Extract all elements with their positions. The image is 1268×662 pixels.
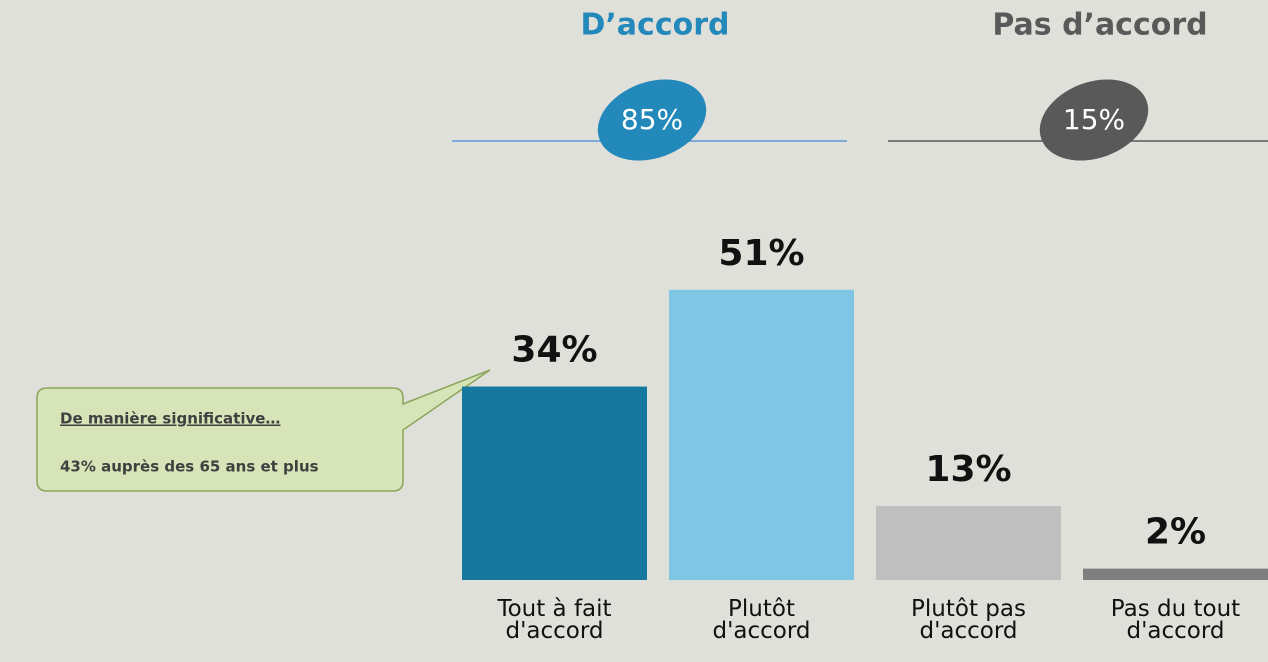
value-label: 34% <box>511 330 597 371</box>
callout-text: 43% auprès des 65 ans et plus <box>60 458 319 476</box>
group-title: Pas d’accord <box>992 8 1207 43</box>
callout-title: De manière significative… <box>60 410 280 428</box>
bar <box>876 506 1061 580</box>
value-label: 2% <box>1145 512 1206 553</box>
category-label: Pas du tout d'accord <box>1110 596 1241 644</box>
bar <box>669 289 854 580</box>
bar <box>462 386 647 580</box>
category-label: Tout à fait d'accord <box>497 596 612 644</box>
group-badge <box>597 79 707 161</box>
value-label: 13% <box>925 449 1011 490</box>
category-label: Plutôt d'accord <box>712 596 811 644</box>
category-label: Plutôt pas d'accord <box>911 596 1026 644</box>
callout-box <box>36 369 491 492</box>
group-badge <box>1039 79 1149 161</box>
group-value: 85% <box>621 103 683 136</box>
group-title: D’accord <box>581 8 730 43</box>
bar <box>1083 568 1268 580</box>
group-value: 15% <box>1063 103 1125 136</box>
value-label: 51% <box>718 233 804 274</box>
